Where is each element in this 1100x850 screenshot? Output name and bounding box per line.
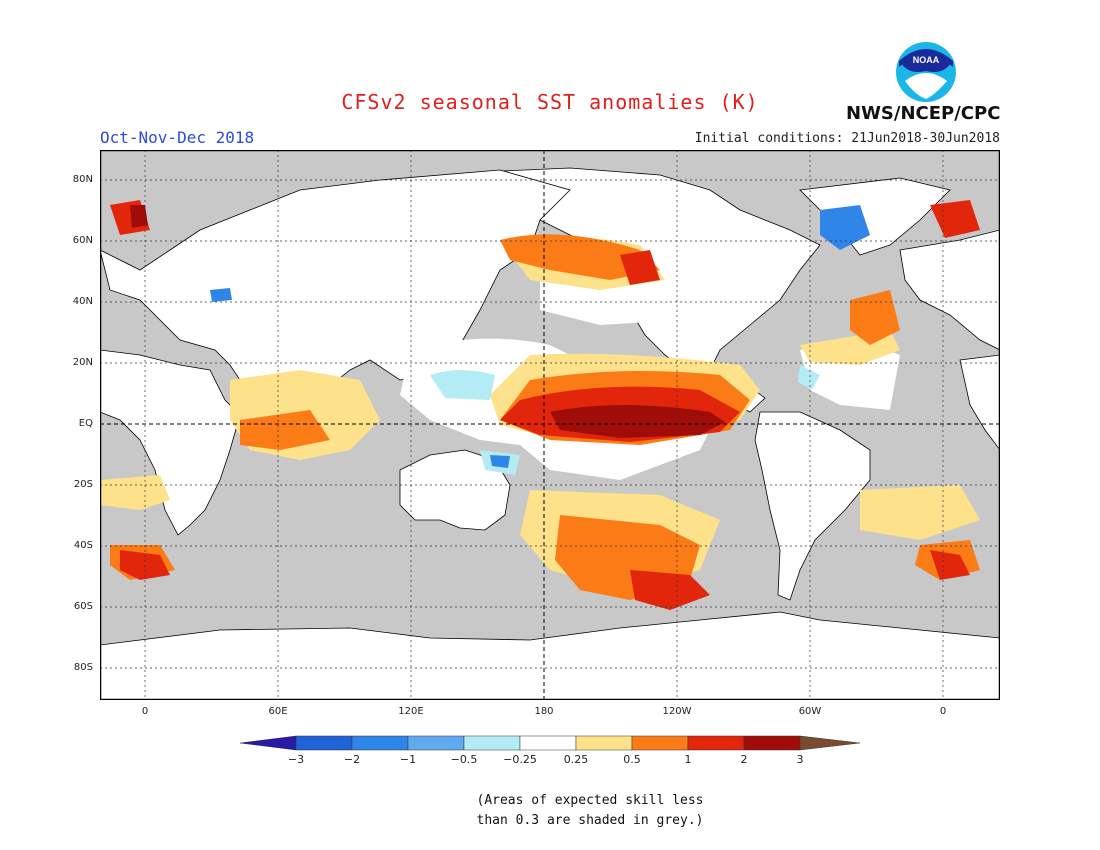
lat-label-40s: 40S [73, 540, 93, 551]
colorbar-segment-9 [743, 735, 801, 751]
colorbar-segment-6 [575, 735, 633, 751]
antarctica-land [100, 611, 1000, 700]
lat-lon-grid [100, 150, 1000, 700]
strong-cool-areas [210, 205, 870, 468]
colorbar-segment-8 [687, 735, 745, 751]
colorbar-segment-below [240, 735, 297, 751]
sst-anomaly-map [100, 150, 1000, 700]
lon-label-60w: 60W [798, 706, 822, 717]
colorbar-segment-5 [519, 735, 577, 751]
eurasia-west-land [899, 229, 1000, 351]
anomaly-shading [100, 200, 980, 610]
lat-label-80n: 80N [72, 174, 93, 185]
colorbar-label-neg025: −0.25 [503, 753, 537, 766]
lat-label-20n: 20N [72, 357, 93, 368]
colorbar-segment-4 [463, 735, 521, 751]
lon-label-60e: 60E [268, 706, 288, 717]
season-label: Oct-Nov-Dec 2018 [100, 128, 255, 147]
africa-land [100, 349, 241, 536]
lon-label-0-east: 0 [939, 706, 947, 717]
colorbar-label-neg3: −3 [287, 753, 305, 766]
africa-east-land [959, 354, 1000, 451]
colorbar-segment-3 [407, 735, 465, 751]
org-label: NWS/NCEP/CPC [846, 103, 1001, 124]
south-america-land [754, 411, 871, 601]
skill-note: (Areas of expected skill less than 0.3 a… [440, 791, 740, 831]
colorbar-segment-2 [351, 735, 409, 751]
colorbar-label-05: 0.5 [623, 753, 641, 766]
skill-note-line1: (Areas of expected skill less [476, 793, 704, 808]
colorbar-label-neg2: −2 [343, 753, 361, 766]
colorbar-segment-1 [295, 735, 353, 751]
cool-anomaly-areas [430, 365, 820, 475]
colorbar-label-neg05: −0.5 [450, 753, 478, 766]
colorbar [240, 735, 860, 751]
chart-title: CFSv2 seasonal SST anomalies (K) [341, 90, 759, 114]
lat-label-80s: 80S [73, 662, 93, 673]
noaa-logo-icon: NOAA [896, 42, 956, 102]
colorbar-segment-7 [631, 735, 689, 751]
colorbar-label-1: 1 [684, 753, 692, 766]
initial-conditions-label: Initial conditions: 21Jun2018-30Jun2018 [694, 131, 1000, 146]
lat-label-eq: EQ [78, 418, 93, 429]
lat-label-60s: 60S [73, 601, 93, 612]
lon-label-120w: 120W [662, 706, 692, 717]
map-frame [100, 150, 1000, 700]
skill-note-line2: than 0.3 are shaded in grey.) [476, 813, 704, 828]
lat-label-60n: 60N [72, 235, 93, 246]
lon-label-120e: 120E [398, 706, 424, 717]
colorbar-label-2: 2 [740, 753, 748, 766]
logo-text: NOAA [913, 55, 940, 65]
australia-land [399, 449, 511, 531]
colorbar-label-neg1: −1 [399, 753, 417, 766]
lon-label-180: 180 [534, 706, 554, 717]
colorbar-label-3: 3 [796, 753, 804, 766]
lat-label-40n: 40N [72, 296, 93, 307]
colorbar-segment-above [799, 735, 860, 751]
lon-label-0-west: 0 [141, 706, 149, 717]
very-strong-warm-areas [130, 205, 725, 438]
lat-label-20s: 20S [73, 479, 93, 490]
colorbar-label-025: 0.25 [563, 753, 589, 766]
land-masses [100, 167, 1000, 700]
